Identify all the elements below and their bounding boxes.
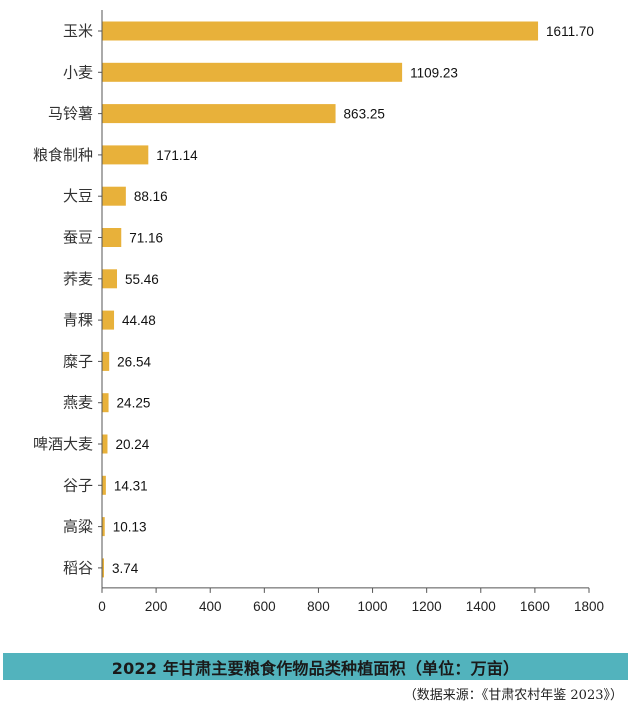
x-tick-label: 600 <box>253 599 276 614</box>
bar <box>102 104 336 124</box>
x-axis: 0 200 400 600 800 1000 1200 1400 1600 1800 <box>98 10 604 614</box>
value-label: 24.25 <box>117 396 151 411</box>
bar <box>102 351 110 371</box>
bar <box>102 393 109 413</box>
value-label: 88.16 <box>134 189 168 204</box>
x-tick-label: 1800 <box>574 599 604 614</box>
bar <box>102 310 115 330</box>
x-tick-label: 400 <box>199 599 222 614</box>
bar <box>102 228 122 247</box>
category-label: 啤酒大麦 <box>33 435 93 453</box>
value-label: 10.13 <box>113 520 147 535</box>
value-label: 71.16 <box>129 231 163 246</box>
value-label: 44.48 <box>122 313 156 328</box>
category-label: 小麦 <box>63 63 93 81</box>
bars-layer: 玉米 1611.70 小麦 1109.23 马铃薯 863.25 粮食制种 171.14 大豆 8… <box>33 21 594 578</box>
category-label: 粮食制种 <box>33 146 93 164</box>
value-label: 1109.23 <box>410 65 458 80</box>
bar <box>102 475 106 495</box>
value-label: 863.25 <box>344 107 385 122</box>
x-tick-label: 1200 <box>412 599 442 614</box>
category-label: 荞麦 <box>63 270 93 288</box>
value-label: 14.31 <box>114 478 148 493</box>
x-tick-label: 200 <box>145 599 168 614</box>
bar <box>102 21 539 41</box>
value-label: 20.24 <box>115 437 149 452</box>
bar <box>102 434 108 454</box>
value-label: 1611.70 <box>546 24 594 39</box>
bar <box>102 517 105 537</box>
category-label: 谷子 <box>63 476 93 494</box>
category-label: 马铃薯 <box>48 105 93 123</box>
category-label: 大豆 <box>63 187 93 205</box>
value-label: 55.46 <box>125 272 159 287</box>
data-source-note: （数据来源：《甘肃农村年鉴 2023》） <box>403 688 623 703</box>
bar <box>102 186 126 206</box>
x-tick-label: 1000 <box>358 599 388 614</box>
x-tick-label: 1400 <box>466 599 496 614</box>
x-tick-label: 800 <box>307 599 330 614</box>
chart-title-banner: 2022 年甘肃主要粮食作物品类种植面积（单位：万亩） <box>3 653 628 680</box>
x-tick-label: 0 <box>98 599 106 614</box>
category-label: 青稞 <box>63 311 93 329</box>
bar-chart: 玉米 1611.70 小麦 1109.23 马铃薯 863.25 粮食制种 171.14 大豆 8… <box>33 10 604 614</box>
bar <box>102 145 149 165</box>
category-label: 蚕豆 <box>63 229 93 247</box>
bar <box>102 558 104 578</box>
x-tick-label: 1600 <box>520 599 550 614</box>
category-label: 玉米 <box>63 22 93 40</box>
category-label: 燕麦 <box>63 394 93 412</box>
bar <box>102 62 403 82</box>
value-label: 3.74 <box>112 561 139 576</box>
category-label: 高粱 <box>63 518 93 536</box>
value-label: 171.14 <box>156 148 198 163</box>
category-label: 糜子 <box>63 352 93 370</box>
chart-title: 2022 年甘肃主要粮食作物品类种植面积（单位：万亩） <box>111 658 520 678</box>
value-label: 26.54 <box>117 354 151 369</box>
category-label: 稻谷 <box>63 559 93 577</box>
bar <box>102 269 118 289</box>
